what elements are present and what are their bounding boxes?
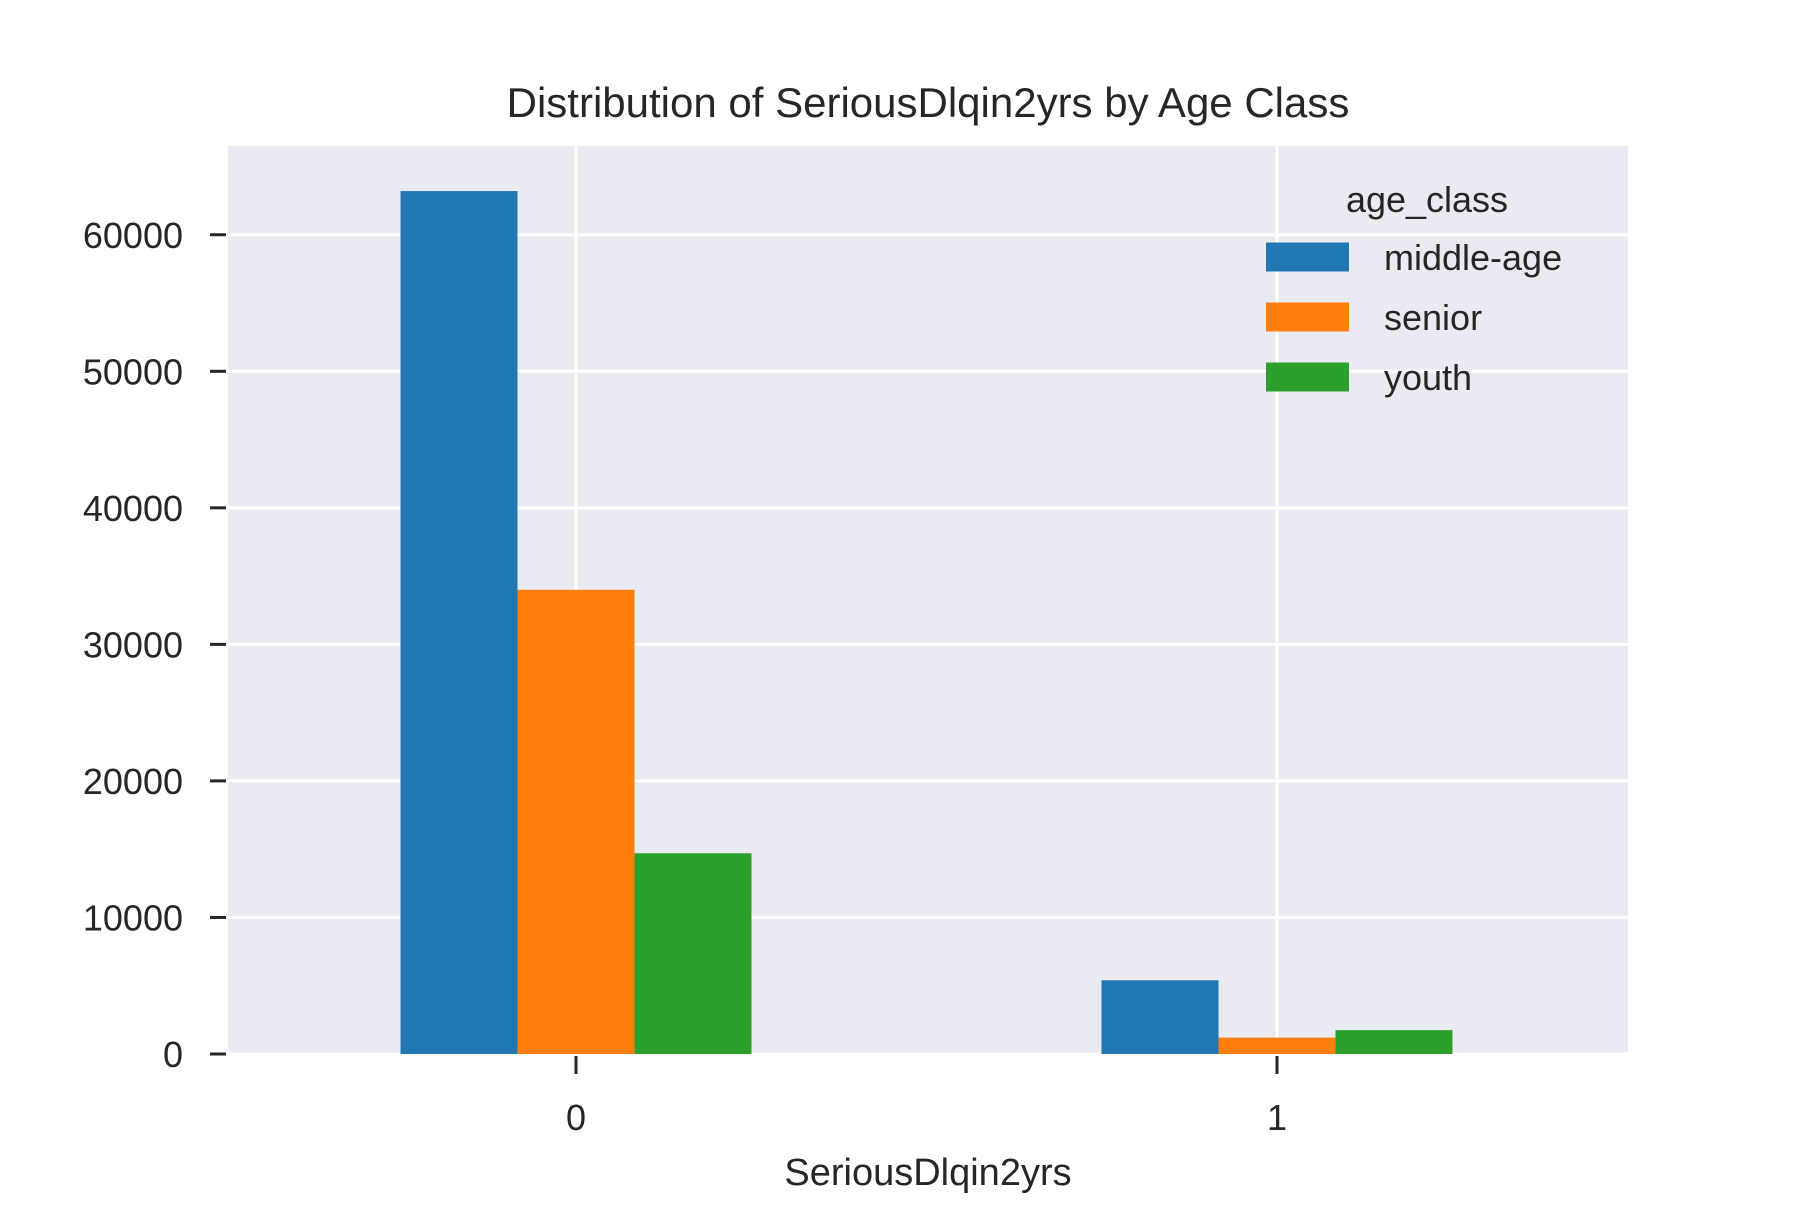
- bar-middle-age-0: [400, 191, 518, 1054]
- x-tick-label: 0: [566, 1097, 586, 1138]
- legend-swatch-middle-age: [1266, 242, 1349, 272]
- y-tick-label: 60000: [83, 215, 183, 256]
- legend-swatch-youth: [1266, 362, 1349, 392]
- bars: [400, 191, 1453, 1054]
- bar-youth-0: [634, 853, 752, 1054]
- axes: 0 10000 20000 30000 40000 50000 60000 0 1: [83, 215, 1287, 1138]
- bar-senior-0: [517, 589, 635, 1054]
- legend: age_class middle-age senior youth: [1266, 179, 1562, 398]
- x-tick-label: 1: [1267, 1097, 1287, 1138]
- y-tick-label: 10000: [83, 897, 183, 938]
- y-tick-label: 0: [163, 1034, 183, 1075]
- y-tick-label: 20000: [83, 761, 183, 802]
- legend-label-senior: senior: [1384, 297, 1482, 338]
- legend-swatch-senior: [1266, 302, 1349, 332]
- chart-title: Distribution of SeriousDlqin2yrs by Age …: [507, 79, 1350, 126]
- legend-label-youth: youth: [1384, 357, 1472, 398]
- bar-youth-1: [1335, 1030, 1453, 1054]
- x-axis-label: SeriousDlqin2yrs: [784, 1152, 1071, 1194]
- legend-label-middle-age: middle-age: [1384, 237, 1562, 278]
- y-tick-label: 40000: [83, 488, 183, 529]
- y-tick-label: 30000: [83, 624, 183, 665]
- y-tick-label: 50000: [83, 351, 183, 392]
- bar-senior-1: [1218, 1037, 1336, 1054]
- bar-middle-age-1: [1101, 980, 1219, 1054]
- legend-title: age_class: [1346, 179, 1508, 220]
